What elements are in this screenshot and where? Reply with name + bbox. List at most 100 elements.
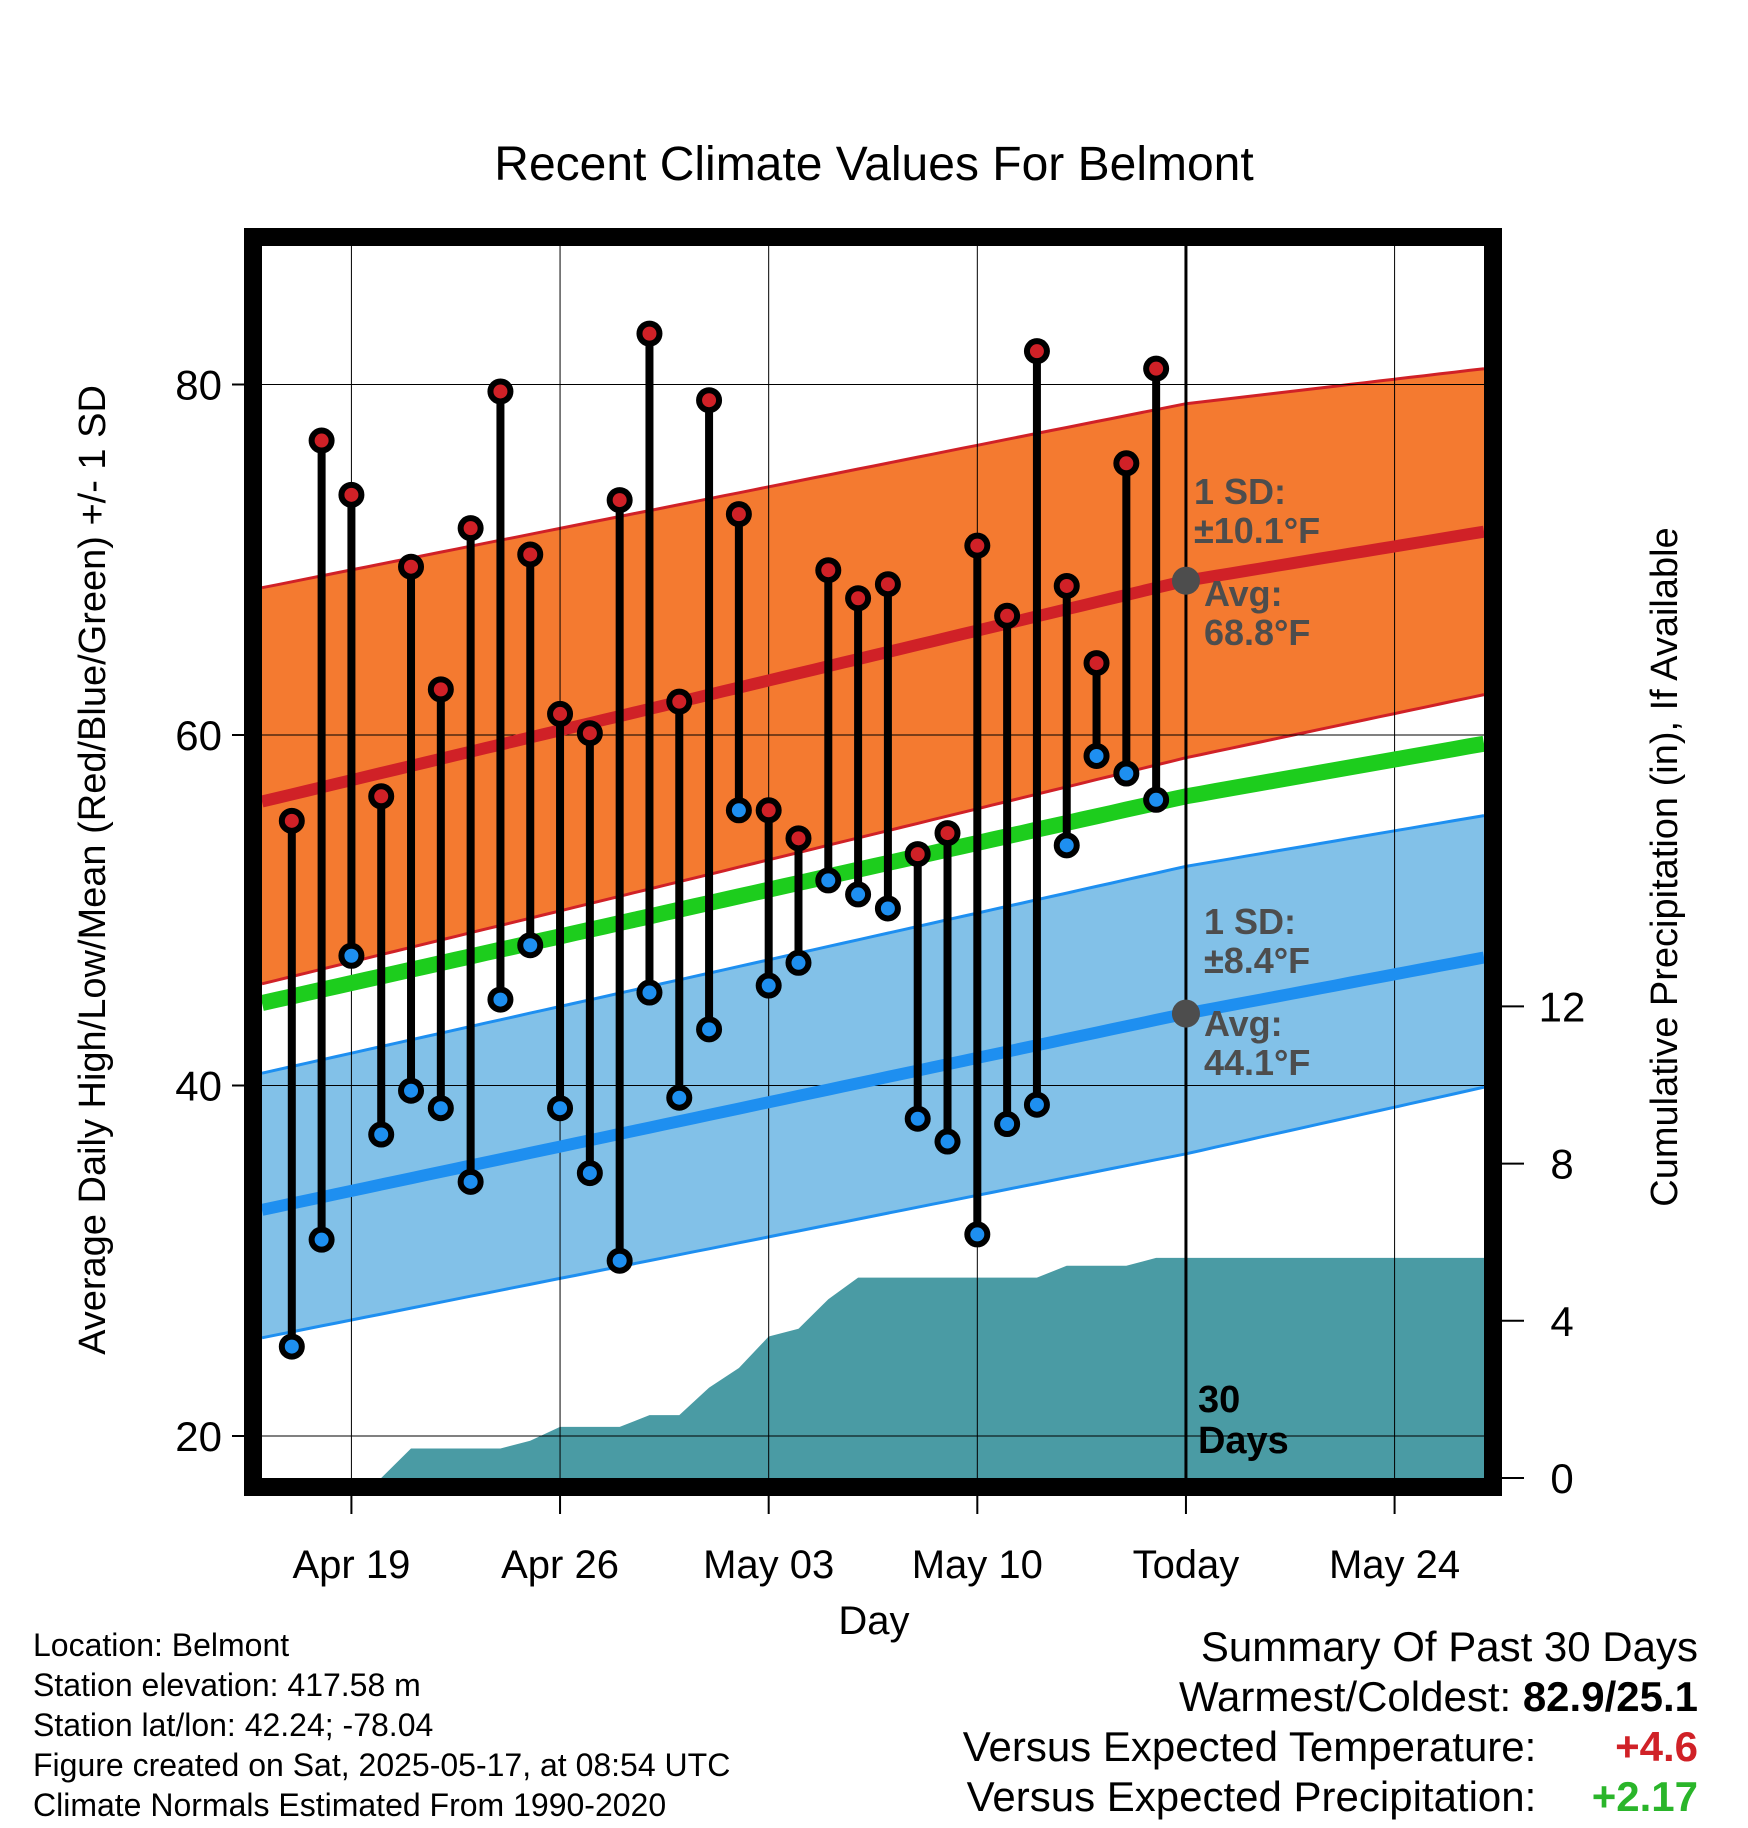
x-tick-label: May 03 [703, 1543, 834, 1587]
x-tick-label: Today [1133, 1543, 1240, 1587]
high-sd-annotation: 1 SD: ±10.1°F [1194, 471, 1320, 551]
y-tick-label-right: 4 [1550, 1298, 1573, 1345]
low-avg-annotation-line: 44.1°F [1204, 1042, 1310, 1083]
daily-low-point [338, 942, 365, 969]
daily-low-point [785, 949, 812, 976]
daily-low-point [308, 1226, 335, 1253]
high-sd-upper-edge [261, 367, 1485, 590]
daily-low-point [457, 1168, 484, 1195]
daily-low-point [934, 1128, 961, 1155]
daily-high-point [1053, 572, 1080, 599]
x-axis-label: Day [838, 1599, 909, 1643]
daily-high-point [398, 553, 425, 580]
daily-low-point [636, 979, 663, 1006]
daily-low-point [964, 1221, 991, 1248]
chart-title: Recent Climate Values For Belmont [494, 138, 1253, 191]
daily-high-point [666, 688, 693, 715]
low-sd-upper-edge [261, 814, 1485, 1075]
daily-high-point [308, 427, 335, 454]
station-info: Location: Belmont Station elevation: 417… [33, 1625, 730, 1825]
location-text: Location: Belmont [33, 1627, 290, 1663]
daily-high-point [368, 783, 395, 810]
period-annotation-line: Days [1198, 1420, 1289, 1462]
daily-low-point [1053, 832, 1080, 859]
daily-low-point [815, 867, 842, 894]
warmest-label: Warmest/Coldest: [1178, 1673, 1512, 1720]
daily-high-point [606, 487, 633, 514]
elevation-text: Station elevation: 417.58 m [33, 1667, 421, 1703]
precip-row: Versus Expected Precipitation: +2.17 [963, 1772, 1698, 1822]
precip-value: +2.17 [1591, 1773, 1698, 1820]
daily-low-point [725, 797, 752, 824]
daily-high-point [755, 797, 782, 824]
daily-high-point [1113, 450, 1140, 477]
y-axis-label-left: Average Daily High/Low/Mean (Red/Blue/Gr… [72, 385, 114, 1355]
daily-low-point [487, 986, 514, 1013]
low-average-line [260, 951, 1486, 1216]
daily-low-point [606, 1247, 633, 1274]
low-sd-lower-edge [261, 1085, 1485, 1340]
period-annotation: 30 Days [1198, 1379, 1289, 1462]
high-sd-band [262, 368, 1484, 984]
daily-high-point [874, 571, 901, 598]
x-tick-label: May 10 [912, 1543, 1043, 1587]
low-sd-annotation: 1 SD: ±8.4°F [1204, 901, 1310, 981]
daily-high-point [1143, 355, 1170, 382]
warmest-row: Warmest/Coldest: 82.9/25.1 [963, 1672, 1698, 1722]
daily-high-point [278, 807, 305, 834]
daily-low-point [576, 1160, 603, 1187]
normals-text: Climate Normals Estimated From 1990-2020 [33, 1787, 667, 1823]
high-avg-annotation: Avg: 68.8°F [1204, 573, 1310, 653]
daily-low-point [427, 1095, 454, 1122]
daily-low-point [1023, 1091, 1050, 1118]
x-tick-label: May 24 [1329, 1543, 1460, 1587]
precip-label: Versus Expected Precipitation: [966, 1773, 1537, 1820]
daily-high-point [1083, 650, 1110, 677]
plot-frame [244, 228, 1502, 1496]
temp-label: Versus Expected Temperature: [962, 1723, 1537, 1770]
daily-high-point [904, 841, 931, 868]
created-text: Figure created on Sat, 2025-05-17, at 08… [33, 1747, 731, 1783]
y-tick-label-left: 40 [175, 1062, 222, 1109]
daily-high-point [815, 557, 842, 584]
daily-high-point [1023, 338, 1050, 365]
x-tick-label: Apr 26 [501, 1543, 619, 1587]
low-average-marker [1171, 999, 1200, 1028]
high-avg-annotation-line: 68.8°F [1204, 612, 1310, 653]
daily-low-point [278, 1333, 305, 1360]
daily-high-point [994, 602, 1021, 629]
daily-high-point [338, 481, 365, 508]
y-tick-label-right: 12 [1539, 983, 1586, 1030]
daily-low-point [1083, 742, 1110, 769]
y-tick-label-left: 80 [175, 361, 222, 408]
daily-high-point [845, 585, 872, 612]
high-sd-annotation-line: 1 SD: [1194, 471, 1286, 512]
daily-low-point [517, 932, 544, 959]
high-average-line [260, 525, 1485, 808]
latlon-text: Station lat/lon: 42.24; -78.04 [33, 1707, 434, 1743]
high-avg-annotation-line: Avg: [1204, 573, 1283, 614]
high-sd-annotation-line: ±10.1°F [1194, 510, 1320, 551]
daily-low-point [398, 1077, 425, 1104]
daily-low-point [368, 1121, 395, 1148]
daily-low-point [904, 1105, 931, 1132]
high-average-marker [1171, 566, 1200, 595]
temp-value: +4.6 [1615, 1723, 1698, 1770]
daily-high-point [517, 541, 544, 568]
daily-low-point [874, 895, 901, 922]
y-tick-label-right: 8 [1550, 1141, 1573, 1188]
daily-high-point [696, 387, 723, 414]
daily-high-point [427, 676, 454, 703]
daily-low-point [845, 881, 872, 908]
daily-low-point [1143, 786, 1170, 813]
high-sd-lower-edge [261, 693, 1485, 986]
daily-high-point [725, 501, 752, 528]
daily-high-point [964, 532, 991, 559]
daily-high-point [487, 378, 514, 405]
daily-low-point [696, 1016, 723, 1043]
summary-heading: Summary Of Past 30 Days [1200, 1623, 1698, 1670]
y-tick-label-left: 60 [175, 712, 222, 759]
daily-low-point [666, 1084, 693, 1111]
low-sd-annotation-line: 1 SD: [1204, 901, 1296, 942]
